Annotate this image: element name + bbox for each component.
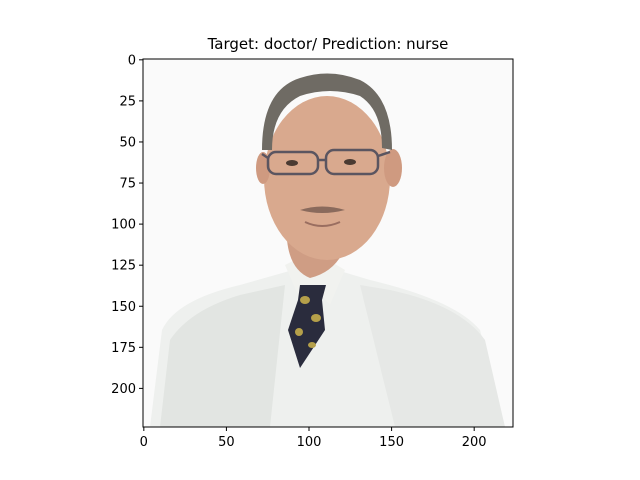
doctor-portrait-image [143,59,513,427]
y-tick-label: 125 [111,259,136,274]
y-tick-label: 25 [119,94,136,109]
y-tick-label: 75 [119,177,136,192]
x-tick-label: 0 [140,435,148,450]
x-tick-label: 200 [462,435,487,450]
x-tick-label: 100 [297,435,322,450]
axes-frame [142,58,514,428]
y-tick-label: 175 [111,341,136,356]
y-tick-label: 200 [111,382,136,397]
y-tick-label: 150 [111,300,136,315]
x-tick-label: 150 [379,435,404,450]
x-tick-label: 50 [218,435,235,450]
x-axis: 0 50 100 150 200 [140,427,487,450]
y-axis: 0 25 50 75 100 125 150 175 200 [111,53,143,397]
plot-title: Target: doctor/ Prediction: nurse [207,35,449,53]
y-tick-label: 0 [128,53,136,68]
y-tick-label: 50 [119,135,136,150]
y-tick-label: 100 [111,218,136,233]
